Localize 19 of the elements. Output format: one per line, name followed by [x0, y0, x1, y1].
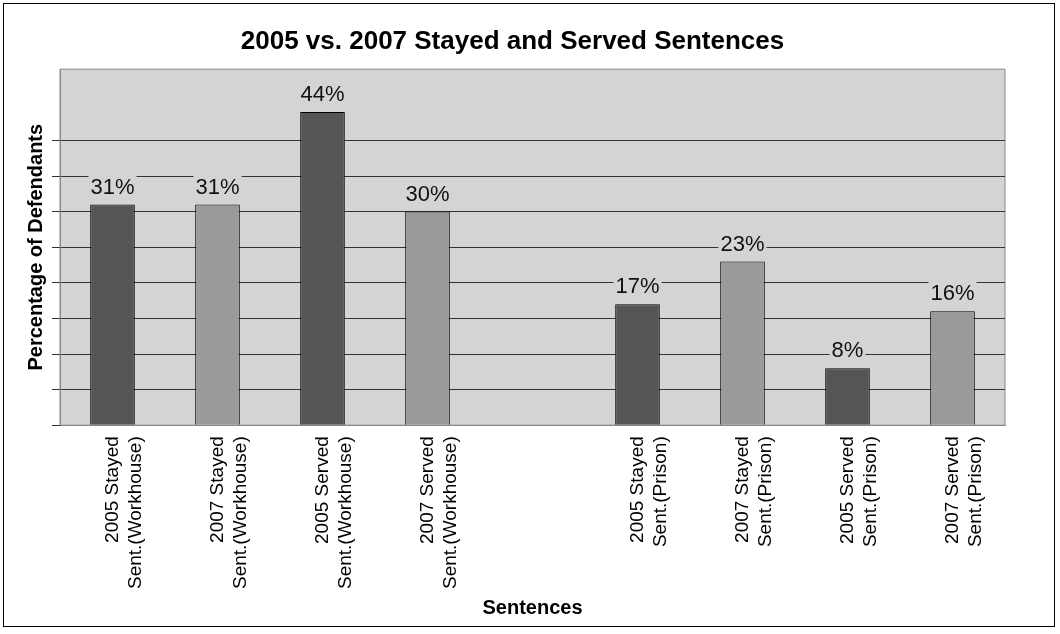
- data-label: 30%: [405, 180, 450, 206]
- x-tick-label: 2007 Stayed Sent.(Prison): [730, 436, 775, 548]
- y-axis-title: Percentage of Defendants: [23, 123, 46, 371]
- data-label: 16%: [930, 280, 975, 306]
- data-label: 17%: [615, 273, 660, 299]
- chart-title: 2005 vs. 2007 Stayed and Served Sentences: [240, 24, 785, 55]
- data-label: 8%: [831, 337, 864, 363]
- x-tick-label: 2005 Stayed Sent.(Prison): [625, 436, 670, 548]
- data-label: 31%: [195, 173, 240, 199]
- data-label: 23%: [720, 230, 765, 256]
- x-tick-label: 2005 Served Sent.(Prison): [835, 436, 880, 548]
- x-tick-label: 2007 Served Sent.(Prison): [940, 436, 985, 548]
- x-tick-label: 2007 Stayed Sent.(Workhouse): [205, 436, 250, 590]
- x-tick-label: 2005 Served Sent.(Workhouse): [310, 436, 355, 590]
- data-label: 31%: [90, 173, 135, 199]
- x-axis-title: Sentences: [482, 595, 583, 618]
- data-label: 44%: [300, 80, 345, 106]
- x-tick-label: 2007 Served Sent.(Workhouse): [415, 436, 460, 590]
- x-tick-label: 2005 Stayed Sent.(Workhouse): [100, 436, 145, 590]
